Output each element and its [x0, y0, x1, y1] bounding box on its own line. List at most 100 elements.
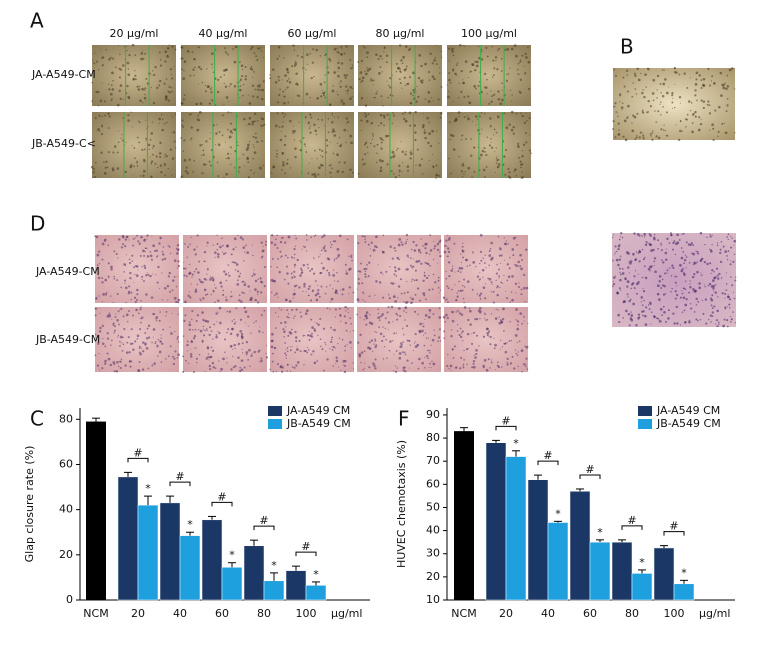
cell: [195, 320, 198, 323]
cell: [127, 336, 130, 339]
cell: [116, 360, 119, 364]
cell: [218, 306, 222, 310]
cell: [143, 89, 146, 91]
cell: [136, 234, 139, 237]
cell: [217, 330, 219, 332]
cell: [131, 254, 134, 257]
cell: [641, 235, 643, 237]
cell: [483, 262, 486, 264]
cell: [295, 364, 298, 367]
cell: [400, 292, 403, 295]
cell: [216, 90, 220, 94]
cell: [219, 245, 222, 249]
cell: [704, 286, 706, 288]
cell: [190, 283, 192, 285]
cell: [103, 239, 107, 242]
cell: [387, 96, 389, 99]
cell: [266, 344, 268, 347]
cell: [652, 99, 655, 102]
cell: [123, 271, 125, 273]
cell: [427, 349, 429, 352]
cell: [261, 97, 264, 101]
cell: [98, 114, 101, 117]
cell: [656, 284, 660, 288]
significance-hash: #: [259, 514, 268, 527]
cell: [379, 332, 383, 336]
cell: [491, 146, 494, 149]
cell: [122, 236, 125, 239]
cell: [363, 293, 365, 295]
cell: [210, 91, 213, 94]
cell: [512, 254, 515, 257]
cell: [414, 269, 417, 272]
cell: [171, 312, 173, 314]
cell: [471, 333, 473, 335]
cell: [697, 250, 699, 253]
cell: [113, 325, 116, 328]
cell: [373, 145, 376, 148]
significance-star: *: [555, 507, 561, 520]
cell: [415, 100, 418, 103]
cell: [308, 162, 310, 164]
cell: [683, 309, 686, 312]
cell: [674, 297, 677, 300]
cell: [366, 66, 368, 69]
cell: [513, 170, 516, 173]
cell: [415, 278, 418, 282]
cell: [118, 76, 121, 79]
cell: [697, 319, 699, 322]
cell: [689, 77, 691, 79]
cell: [451, 50, 454, 53]
cell: [95, 130, 97, 132]
cell: [476, 119, 478, 121]
cell: [132, 244, 135, 247]
cell: [360, 361, 362, 364]
cell: [462, 366, 465, 369]
cell: [382, 296, 385, 299]
cell: [292, 293, 296, 296]
micrograph: [444, 307, 528, 372]
cell: [709, 129, 711, 131]
cell: [97, 69, 100, 71]
cell: [491, 359, 493, 361]
cell: [325, 344, 327, 346]
cell: [320, 163, 323, 167]
cell: [460, 332, 463, 334]
cell: [666, 272, 668, 274]
cell: [255, 55, 258, 58]
cell: [330, 326, 332, 329]
cell: [294, 336, 298, 339]
cell: [218, 360, 220, 362]
cell: [269, 368, 272, 371]
micrograph: [613, 68, 735, 140]
cell: [635, 251, 638, 253]
cell: [439, 116, 442, 119]
cell: [662, 82, 666, 86]
cell: [638, 234, 641, 237]
cell: [120, 358, 123, 361]
cell: [515, 54, 518, 58]
cell: [314, 321, 316, 323]
cell: [511, 355, 514, 358]
cell: [138, 345, 141, 348]
bar: [611, 541, 633, 601]
cell: [619, 271, 621, 274]
cell: [274, 327, 277, 329]
cell: [227, 156, 230, 160]
cell: [619, 94, 622, 97]
cell: [206, 346, 209, 349]
cell: [337, 74, 340, 78]
cell: [167, 167, 169, 170]
cell: [240, 335, 244, 339]
cell: [191, 309, 194, 313]
cell: [183, 69, 185, 72]
cell: [703, 284, 706, 286]
cell: [483, 86, 486, 88]
cell: [402, 366, 405, 370]
cell: [275, 292, 278, 295]
cell: [527, 60, 531, 64]
cell: [337, 61, 340, 65]
cell: [730, 246, 733, 249]
cell: [294, 351, 297, 354]
cell: [708, 84, 712, 87]
